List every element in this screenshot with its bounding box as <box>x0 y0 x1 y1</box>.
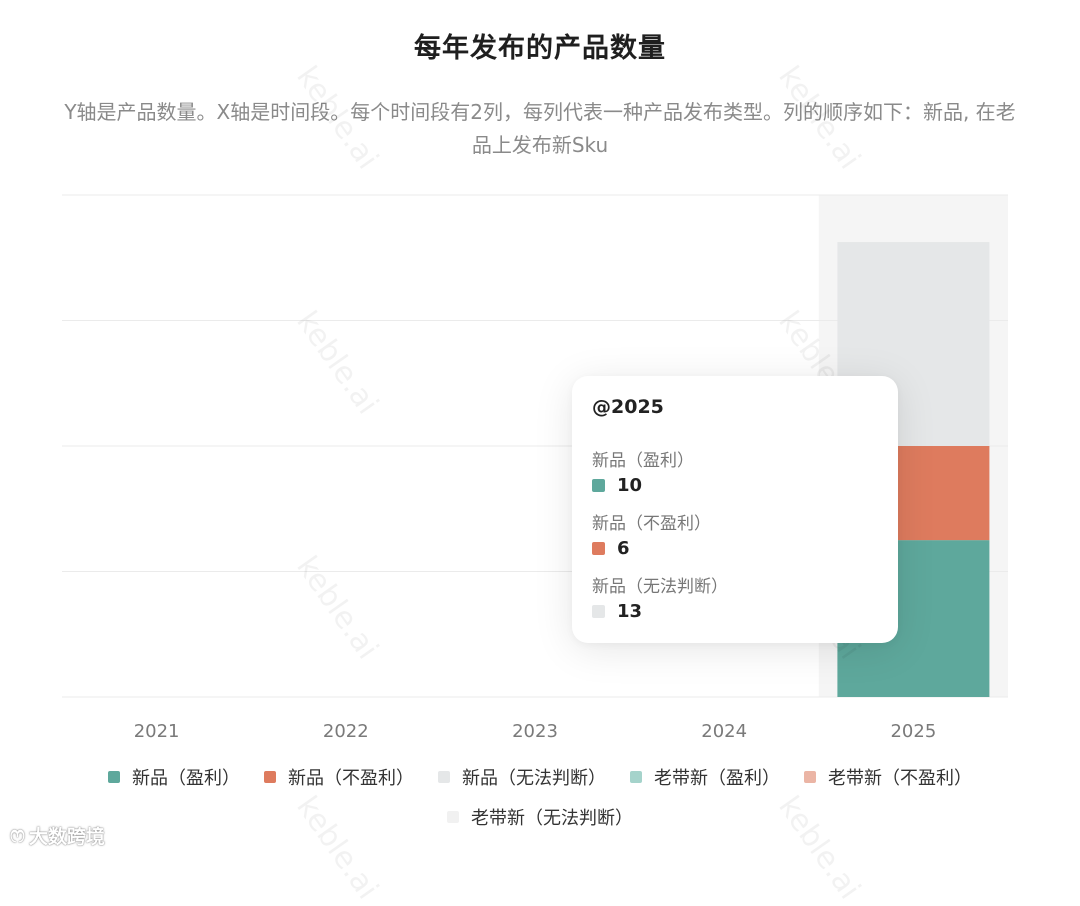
x-tick-label: 2023 <box>512 721 558 742</box>
brand-text: 大数跨境 <box>28 826 105 848</box>
tooltip-item-value: 10 <box>617 475 643 496</box>
x-tick-label: 2021 <box>134 721 180 742</box>
brand-logo: ෆ 大数跨境 <box>10 822 105 849</box>
tooltip-item-label: 新品（盈利） <box>592 451 694 471</box>
legend-label: 新品（无法判断） <box>462 768 606 789</box>
tooltip-item-value: 6 <box>617 538 630 559</box>
legend-item[interactable]: 老带新（不盈利） <box>804 765 972 789</box>
legend-item[interactable]: 新品（无法判断） <box>438 765 606 789</box>
tooltip-item-label: 新品（无法判断） <box>592 577 728 597</box>
chart-subtitle: Y轴是产品数量。X轴是时间段。每个时间段有2列，每列代表一种产品发布类型。列的顺… <box>64 100 1016 157</box>
legend-label: 老带新（不盈利） <box>828 768 972 789</box>
chart-title: 每年发布的产品数量 <box>414 33 666 64</box>
legend-item[interactable]: 新品（盈利） <box>108 765 240 789</box>
legend-label: 新品（不盈利） <box>288 768 414 789</box>
tooltip-item: 新品（盈利） 10 <box>592 446 694 496</box>
legend-swatch <box>438 771 450 783</box>
x-tick-label: 2024 <box>701 721 747 742</box>
tooltip-item-value: 13 <box>617 601 643 622</box>
tooltip-title: @2025 <box>592 396 664 418</box>
legend-swatch <box>630 771 642 783</box>
legend-item[interactable]: 老带新（无法判断） <box>447 805 633 829</box>
tooltip-swatch <box>592 479 605 492</box>
legend-item[interactable]: 新品（不盈利） <box>264 765 414 789</box>
legend-item[interactable]: 老带新（盈利） <box>630 765 780 789</box>
tooltip-swatch <box>592 542 605 555</box>
legend-label: 新品（盈利） <box>132 768 240 789</box>
x-tick-label: 2025 <box>890 721 936 742</box>
legend-swatch <box>264 771 276 783</box>
stacked-bar-chart: 2021 2022 2023 2024 2025 <box>62 194 1008 742</box>
legend-swatch <box>804 771 816 783</box>
chat-bubble-icon: ෆ <box>10 823 25 848</box>
tooltip-item: 新品（无法判断） 13 <box>592 572 728 622</box>
chart-tooltip: @2025 新品（盈利） 10 新品（不盈利） 6 新品（无法判断） 13 <box>572 376 898 643</box>
tooltip-item-label: 新品（不盈利） <box>592 514 711 534</box>
tooltip-item: 新品（不盈利） 6 <box>592 509 711 559</box>
legend-label: 老带新（无法判断） <box>471 808 633 829</box>
legend-swatch <box>447 811 459 823</box>
chart-legend: 新品（盈利） 新品（不盈利） 新品（无法判断） 老带新（盈利） 老带新（不盈利） 老带新（… <box>60 765 1020 829</box>
legend-swatch <box>108 771 120 783</box>
legend-label: 老带新（盈利） <box>654 768 780 789</box>
x-tick-label: 2022 <box>323 721 369 742</box>
tooltip-swatch <box>592 605 605 618</box>
